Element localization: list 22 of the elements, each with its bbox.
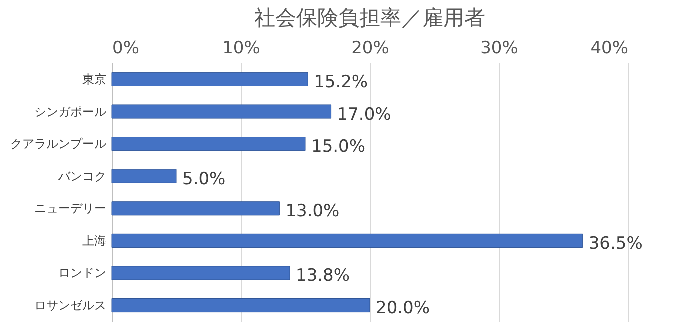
data-label: 13.0% [286,202,340,222]
y-tick-label: バンコク [58,169,106,184]
data-label: 36.5% [588,234,643,254]
y-tick-label: 東京 [82,72,106,86]
chart-title: 社会保険負担率／雇用者 [254,6,486,30]
y-tick-label: ロンドン [58,266,106,280]
data-label: 17.0% [337,104,392,125]
data-label: 15.2% [314,72,368,92]
data-label: 20.0% [376,298,430,319]
y-tick-label: 上海 [82,234,106,248]
data-label: 5.0% [182,169,226,190]
x-tick-label: 10% [222,38,260,58]
data-label: 15.0% [312,137,366,158]
y-tick-label: クアラルンプール [10,137,106,152]
y-tick-label: ロサンゼルス [34,298,106,313]
y-tick-label: ニューデリー [34,202,106,216]
x-tick-label: 40% [590,38,628,58]
y-tick-label: シンガポール [34,104,106,119]
x-tick-label: 30% [480,38,518,58]
data-label: 13.8% [296,266,350,286]
x-tick-label: 0% [112,38,140,58]
x-tick-label: 20% [352,38,390,58]
